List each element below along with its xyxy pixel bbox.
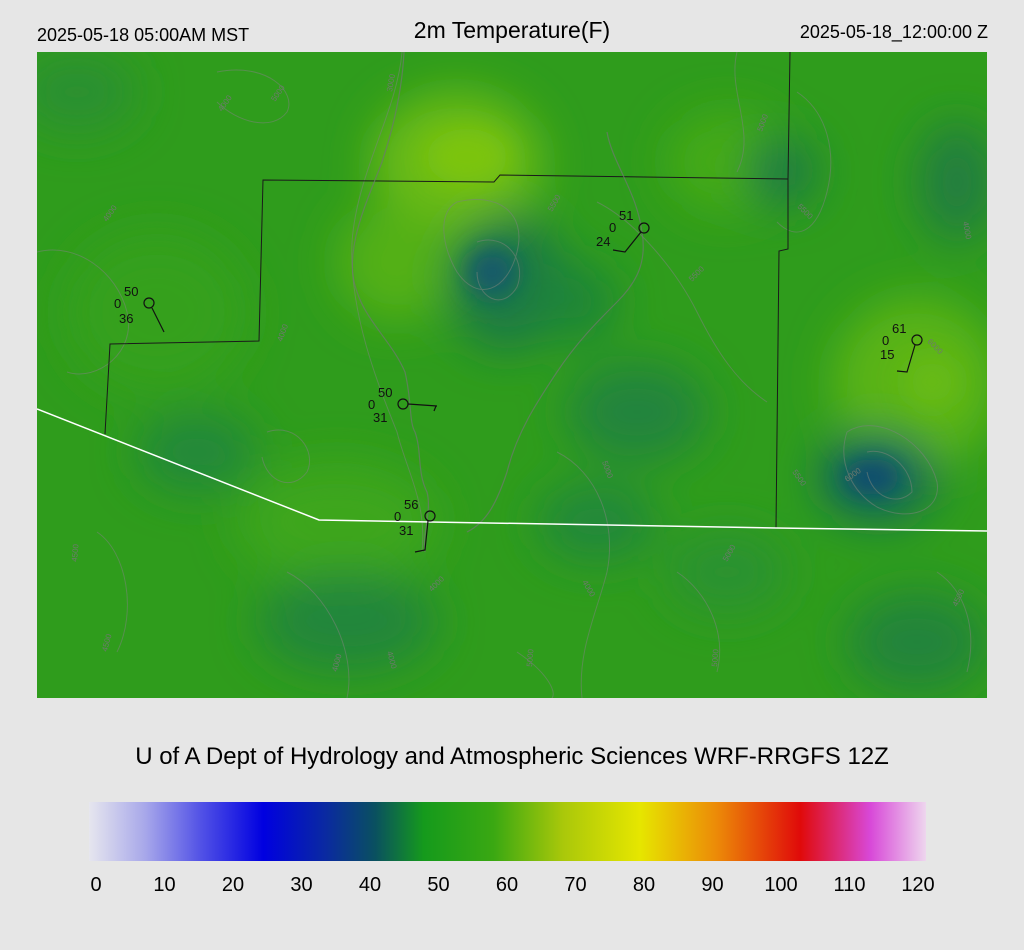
svg-text:0: 0 (368, 397, 375, 412)
colorbar-tick: 100 (764, 874, 798, 896)
colorbar-tick: 60 (495, 874, 519, 896)
terrain-contours (37, 52, 972, 698)
svg-text:0: 0 (394, 509, 401, 524)
colorbar-tick-labels: 0 10 20 30 40 50 60 70 80 90 100 110 120 (0, 874, 1024, 904)
map-title: 2m Temperature(F) (413, 17, 611, 43)
svg-text:24: 24 (596, 234, 610, 249)
colorbar-tick: 40 (358, 874, 382, 896)
colorbar-tick: 120 (901, 874, 935, 896)
svg-text:56: 56 (404, 497, 418, 512)
station-plot[interactable]: 50 0 31 (368, 385, 438, 425)
svg-text:61: 61 (892, 321, 906, 336)
station-plot[interactable]: 51 0 24 (596, 208, 650, 253)
svg-text:31: 31 (399, 523, 413, 538)
svg-text:50: 50 (124, 284, 138, 299)
svg-text:31: 31 (373, 410, 387, 425)
svg-text:0: 0 (114, 296, 121, 311)
valid-time-utc: 2025-05-18_12:00:00 Z (799, 22, 988, 42)
colorbar-tick: 50 (427, 874, 450, 896)
temperature-colorbar (89, 802, 926, 861)
county-borders (104, 52, 791, 529)
colorbar-tick: 30 (290, 874, 313, 896)
colorbar-tick: 10 (153, 874, 176, 896)
svg-text:4500: 4500 (70, 543, 81, 562)
svg-text:36: 36 (119, 311, 133, 326)
colorbar-tick: 70 (564, 874, 587, 896)
colorbar-tick: 110 (833, 874, 866, 896)
colorbar-tick: 0 (90, 874, 102, 896)
svg-text:5000: 5000 (525, 648, 536, 667)
colorbar-tick: 90 (701, 874, 724, 896)
svg-text:4000: 4000 (961, 221, 973, 241)
svg-text:0: 0 (609, 220, 616, 235)
model-credit: U of A Dept of Hydrology and Atmospheric… (135, 743, 889, 770)
station-plot[interactable]: 56 0 31 (394, 497, 436, 553)
svg-text:5000: 5000 (710, 648, 721, 667)
colorbar-tick: 20 (221, 874, 245, 896)
temperature-field (37, 52, 987, 698)
state-boundary (37, 408, 987, 532)
temperature-map: 3000 4000 5000 5500 5500 5000 5500 4000 … (37, 52, 987, 698)
svg-text:51: 51 (619, 208, 633, 223)
station-plot[interactable]: 50 0 36 (114, 284, 165, 333)
valid-time-local: 2025-05-18 05:00AM MST (37, 25, 250, 45)
station-plot[interactable]: 61 0 15 (880, 321, 923, 373)
svg-text:3000: 3000 (385, 73, 397, 93)
svg-text:50: 50 (378, 385, 392, 400)
rivers (351, 52, 644, 553)
svg-text:15: 15 (880, 347, 894, 362)
colorbar-tick: 80 (632, 874, 656, 896)
svg-text:0: 0 (882, 333, 889, 348)
